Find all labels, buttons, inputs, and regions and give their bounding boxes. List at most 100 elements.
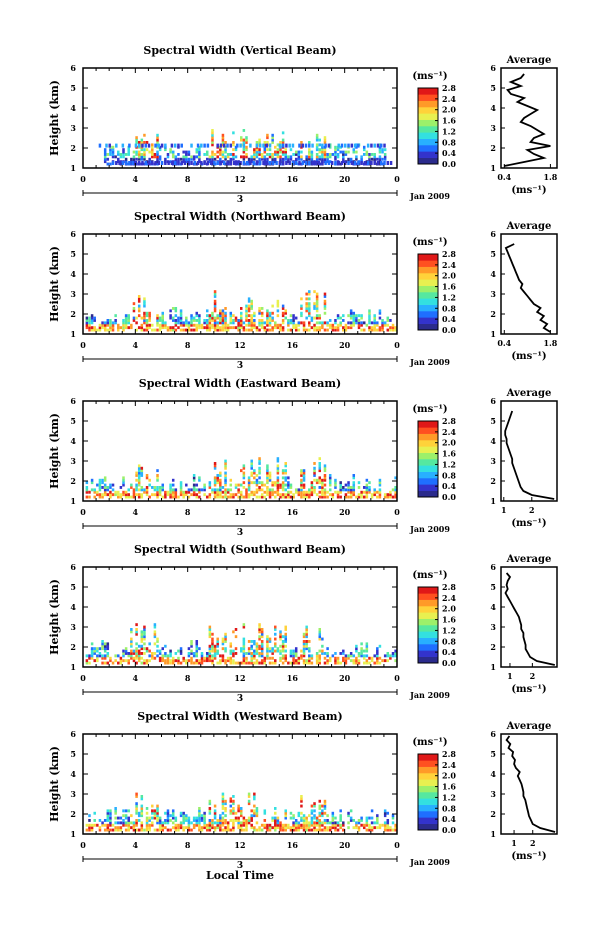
panel-5: Spectral Width (Westward Beam)123456Heig… xyxy=(48,710,558,871)
heatmap-cell xyxy=(135,623,138,627)
heatmap-cell xyxy=(174,823,178,827)
heatmap-cell xyxy=(292,821,295,825)
heatmap-cell xyxy=(114,807,117,810)
heatmap-cell xyxy=(394,493,397,497)
heatmap-cell xyxy=(368,486,371,489)
colorbar-tick-label: 0.4 xyxy=(442,148,456,158)
heatmap-cell xyxy=(156,143,159,147)
heatmap-cell xyxy=(250,652,253,655)
heatmap-cell xyxy=(247,476,251,480)
heatmap-cell xyxy=(156,807,159,810)
heatmap-cell xyxy=(221,802,225,806)
heatmap-cell xyxy=(198,819,201,822)
heatmap-cell xyxy=(318,799,321,803)
heatmap-cell xyxy=(219,157,222,161)
heatmap-cell xyxy=(250,644,253,648)
heatmap-cell xyxy=(140,155,144,159)
heatmap-cell xyxy=(240,323,243,327)
heatmap-cell xyxy=(266,311,269,315)
heatmap-cell xyxy=(287,483,290,487)
heatmap-cell xyxy=(98,478,102,482)
heatmap-cell xyxy=(169,649,172,653)
heatmap-cell xyxy=(145,141,149,144)
heatmap-cell xyxy=(308,656,311,660)
heatmap-cell xyxy=(336,823,340,827)
heatmap-cell xyxy=(192,483,196,487)
heatmap-cell xyxy=(132,826,136,830)
heatmap-cell xyxy=(114,821,117,825)
heatmap-cell xyxy=(232,153,235,156)
heatmap-cell xyxy=(355,659,358,663)
heatmap-cell xyxy=(117,323,120,327)
colorbar-tick-label: 2.4 xyxy=(442,260,456,270)
colorbar-tick-label: 1.6 xyxy=(442,782,456,792)
heatmap-cell xyxy=(276,457,280,461)
heatmap-cell xyxy=(313,469,316,473)
heatmap-cell xyxy=(266,157,269,161)
heatmap-cell xyxy=(250,654,253,658)
heatmap-cell xyxy=(266,328,269,332)
heatmap-cell xyxy=(145,823,149,827)
heatmap-cell xyxy=(258,462,261,465)
heatmap-cell xyxy=(245,155,248,159)
heatmap-cell xyxy=(216,823,219,827)
heatmap-cell xyxy=(255,143,259,148)
heatmap-cell xyxy=(394,488,397,492)
heatmap-cell xyxy=(229,642,233,646)
heatmap-cell xyxy=(357,654,361,658)
heatmap-cell xyxy=(232,826,235,830)
heatmap-cell xyxy=(135,493,138,497)
heatmap-cell xyxy=(211,490,214,494)
heatmap-cell xyxy=(151,654,154,658)
heatmap-cell xyxy=(242,656,246,660)
heatmap-cell xyxy=(300,141,303,144)
heatmap-cell xyxy=(253,155,256,159)
heatmap-cell xyxy=(198,316,201,320)
heatmap-cell xyxy=(213,656,217,660)
heatmap-cell xyxy=(315,478,319,482)
heatmap-cell xyxy=(140,488,144,492)
heatmap-cell xyxy=(213,316,217,320)
heatmap-cell xyxy=(376,819,379,822)
heatmap-cell xyxy=(339,150,342,154)
heatmap-cell xyxy=(276,819,280,822)
heatmap-cell xyxy=(203,143,206,148)
average-y-tick-label: 1 xyxy=(490,163,496,173)
heatmap-cell xyxy=(323,141,327,144)
heatmap-cell xyxy=(266,464,269,468)
heatmap-cell xyxy=(245,328,248,332)
heatmap-cell xyxy=(255,153,259,156)
heatmap-cell xyxy=(362,321,366,325)
heatmap-cell xyxy=(195,821,199,825)
heatmap-cell xyxy=(318,486,321,489)
heatmap-cell xyxy=(323,328,327,332)
heatmap-cell xyxy=(276,493,280,497)
heatmap-cell xyxy=(323,150,327,154)
heatmap-cell xyxy=(103,661,107,665)
heatmap-cell xyxy=(268,488,272,492)
x-tick-label: 0 xyxy=(80,340,86,350)
heatmap-cell xyxy=(302,642,306,646)
heatmap-cell xyxy=(323,493,327,497)
heatmap-cell xyxy=(315,321,319,325)
heatmap-cell xyxy=(315,821,319,825)
heatmap-cell xyxy=(260,647,264,651)
heatmap-cell xyxy=(137,476,141,480)
heatmap-cell xyxy=(211,649,214,653)
heatmap-cell xyxy=(355,321,358,325)
heatmap-cell xyxy=(140,474,144,477)
heatmap-cell xyxy=(347,826,350,830)
heatmap-cell xyxy=(216,495,219,499)
heatmap-cell xyxy=(143,328,146,332)
heatmap-cell xyxy=(342,326,345,330)
heatmap-cell xyxy=(281,661,285,665)
heatmap-cell xyxy=(381,321,384,325)
heatmap-cell xyxy=(370,809,374,813)
y-axis-label: Height (km) xyxy=(48,746,61,822)
heatmap-cell xyxy=(132,656,136,660)
x-tick-label: 12 xyxy=(234,507,245,517)
heatmap-cell xyxy=(240,814,243,818)
heatmap-cell xyxy=(281,649,285,653)
heatmap-cell xyxy=(336,326,340,330)
heatmap-cell xyxy=(394,495,397,499)
